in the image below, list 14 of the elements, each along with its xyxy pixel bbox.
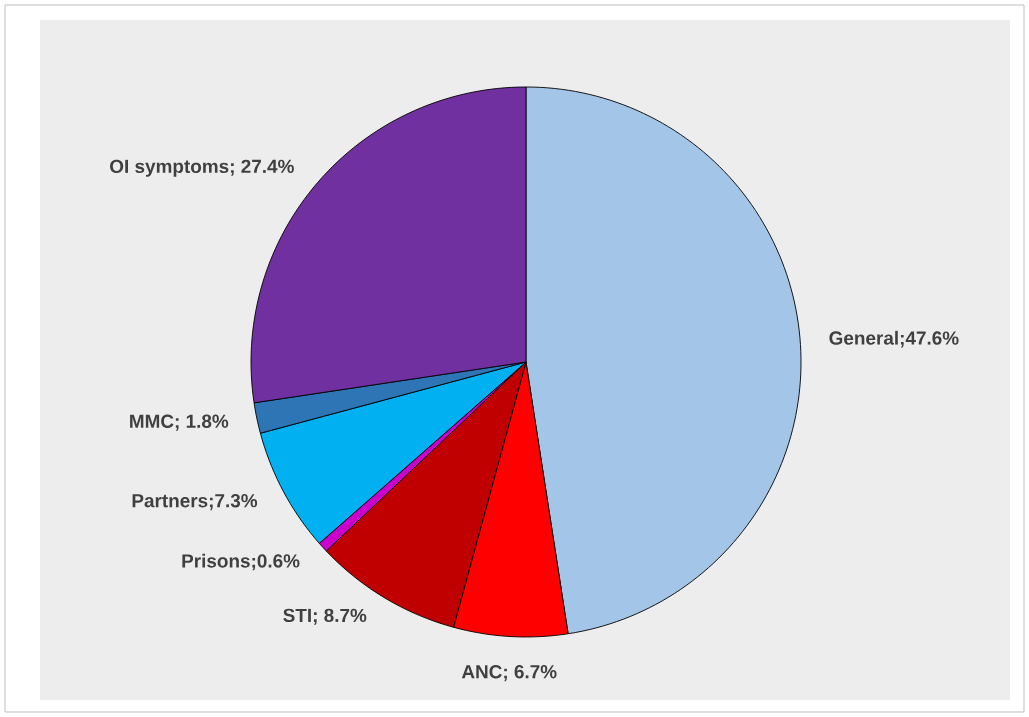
data-label: ;0.6% [252, 554, 300, 571]
data-label: ;7.3% [209, 493, 258, 511]
slice-label: STI [283, 608, 311, 623]
slice-label: Prisons [182, 553, 250, 568]
slice-label: Partners [132, 494, 208, 508]
data-label: ; 27.4% [230, 159, 294, 176]
slice-label: ANC [461, 665, 502, 679]
data-label: ;47.6% [900, 331, 959, 348]
slice-label: General [829, 330, 898, 345]
data-label: ; 1.8% [175, 414, 229, 431]
data-label: ; 8.7% [313, 608, 367, 625]
slice-label: OI symptoms [110, 159, 229, 177]
slice-label: MMC [130, 414, 174, 428]
data-label: ; 6.7% [504, 665, 557, 682]
